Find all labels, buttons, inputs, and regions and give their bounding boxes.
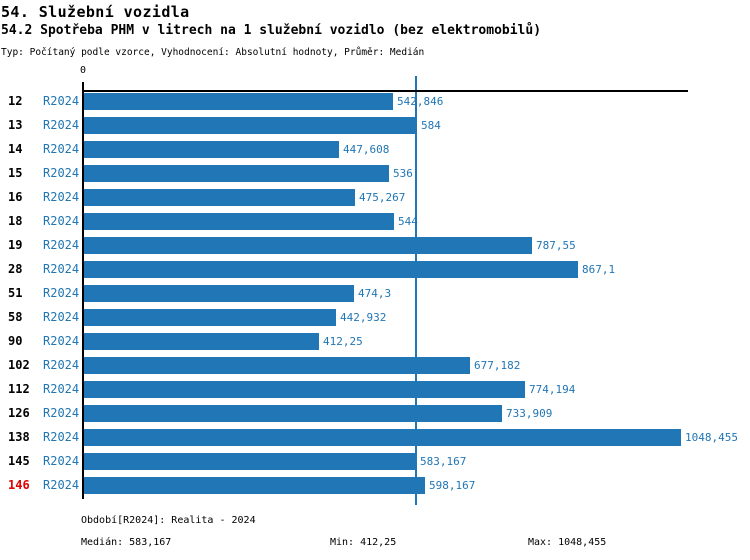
bar: [84, 381, 525, 398]
row-category-label: 51: [8, 286, 23, 300]
row-series-label: R2024: [43, 310, 80, 324]
bar: [84, 285, 354, 302]
row-category-label: 102: [8, 358, 30, 372]
row-series-label: R2024: [43, 262, 80, 276]
chart-row: 14 R2024 447,608: [0, 138, 750, 162]
bar-value-label: 598,167: [429, 479, 476, 492]
row-series-label: R2024: [43, 406, 80, 420]
row-category-label: 90: [8, 334, 23, 348]
chart-row: 15 R2024 536: [0, 162, 750, 186]
bar-value-label: 583,167: [420, 455, 467, 468]
bar-value-label: 774,194: [529, 383, 576, 396]
page-title: 54. Služební vozidla: [1, 3, 190, 21]
bar: [84, 237, 532, 254]
chart-row: 146 R2024 598,167: [0, 474, 750, 498]
bar: [84, 189, 355, 206]
row-series-label: R2024: [43, 238, 80, 252]
row-category-label: 58: [8, 310, 23, 324]
bar: [84, 357, 470, 374]
row-series-label: R2024: [43, 358, 80, 372]
row-series-label: R2024: [43, 454, 80, 468]
bar-value-label: 475,267: [359, 191, 406, 204]
bar: [84, 117, 417, 134]
chart-row: 28 R2024 867,1: [0, 258, 750, 282]
bar-value-label: 544: [398, 215, 418, 228]
bar: [84, 141, 339, 158]
row-category-label: 12: [8, 94, 23, 108]
row-series-label: R2024: [43, 382, 80, 396]
bar: [84, 405, 502, 422]
bar-value-label: 442,932: [340, 311, 387, 324]
row-series-label: R2024: [43, 478, 80, 492]
footer-median-label: Medián: 583,167: [81, 537, 172, 548]
footer-period-label: Období[R2024]: Realita - 2024: [81, 515, 256, 526]
bar: [84, 261, 578, 278]
bar-value-label: 787,55: [536, 239, 576, 252]
bar: [84, 213, 394, 230]
row-category-label: 126: [8, 406, 30, 420]
row-series-label: R2024: [43, 94, 80, 108]
x-axis-zero-label: 0: [79, 65, 87, 76]
median-line: [415, 76, 418, 505]
row-series-label: R2024: [43, 430, 80, 444]
bar-value-label: 677,182: [474, 359, 521, 372]
row-category-label: 145: [8, 454, 30, 468]
row-series-label: R2024: [43, 286, 80, 300]
chart-row: 145 R2024 583,167: [0, 450, 750, 474]
bar: [84, 93, 393, 110]
chart-row: 138 R2024 1048,455: [0, 426, 750, 450]
chart-row: 13 R2024 584: [0, 114, 750, 138]
row-series-label: R2024: [43, 334, 80, 348]
row-category-label: 14: [8, 142, 23, 156]
bar-value-label: 412,25: [323, 335, 363, 348]
bar: [84, 165, 389, 182]
bar: [84, 453, 416, 470]
row-category-label: 146: [8, 478, 30, 492]
chart-row: 12 R2024 542,846: [0, 90, 750, 114]
page-subtitle: 54.2 Spotřeba PHM v litrech na 1 služebn…: [1, 23, 542, 38]
footer-max-label: Max: 1048,455: [528, 537, 607, 548]
row-series-label: R2024: [43, 142, 80, 156]
bar-value-label: 542,846: [397, 95, 444, 108]
row-category-label: 19: [8, 238, 23, 252]
bar-value-label: 584: [421, 119, 441, 132]
row-category-label: 138: [8, 430, 30, 444]
plot-area: 12 R2024 542,846 13 R2024 584 14 R2024 447,608 15…: [0, 76, 750, 510]
row-series-label: R2024: [43, 190, 80, 204]
row-series-label: R2024: [43, 118, 80, 132]
chart-row: 58 R2024 442,932: [0, 306, 750, 330]
chart-row: 18 R2024 544: [0, 210, 750, 234]
bar: [84, 429, 681, 446]
bar-value-label: 1048,455: [685, 431, 738, 444]
bar-value-label: 867,1: [582, 263, 616, 276]
bar: [84, 333, 319, 350]
bar-value-label: 447,608: [343, 143, 390, 156]
chart-row: 16 R2024 475,267: [0, 186, 750, 210]
footer-min-label: Min: 412,25: [330, 537, 397, 548]
chart-row: 51 R2024 474,3: [0, 282, 750, 306]
row-series-label: R2024: [43, 214, 80, 228]
y-axis-line: [82, 82, 84, 499]
bar-value-label: 536: [393, 167, 413, 180]
row-category-label: 28: [8, 262, 23, 276]
bar-value-label: 733,909: [506, 407, 553, 420]
chart-row: 112 R2024 774,194: [0, 378, 750, 402]
row-category-label: 16: [8, 190, 23, 204]
chart-row: 126 R2024 733,909: [0, 402, 750, 426]
chart-row: 90 R2024 412,25: [0, 330, 750, 354]
bar-value-label: 474,3: [358, 287, 392, 300]
row-category-label: 15: [8, 166, 23, 180]
x-axis-line: [82, 90, 688, 92]
row-series-label: R2024: [43, 166, 80, 180]
row-category-label: 13: [8, 118, 23, 132]
bar: [84, 309, 336, 326]
bar: [84, 477, 425, 494]
chart-row: 102 R2024 677,182: [0, 354, 750, 378]
row-category-label: 112: [8, 382, 30, 396]
chart-meta-info: Typ: Počítaný podle vzorce, Vyhodnocení:…: [1, 47, 425, 58]
row-category-label: 18: [8, 214, 23, 228]
chart-row: 19 R2024 787,55: [0, 234, 750, 258]
